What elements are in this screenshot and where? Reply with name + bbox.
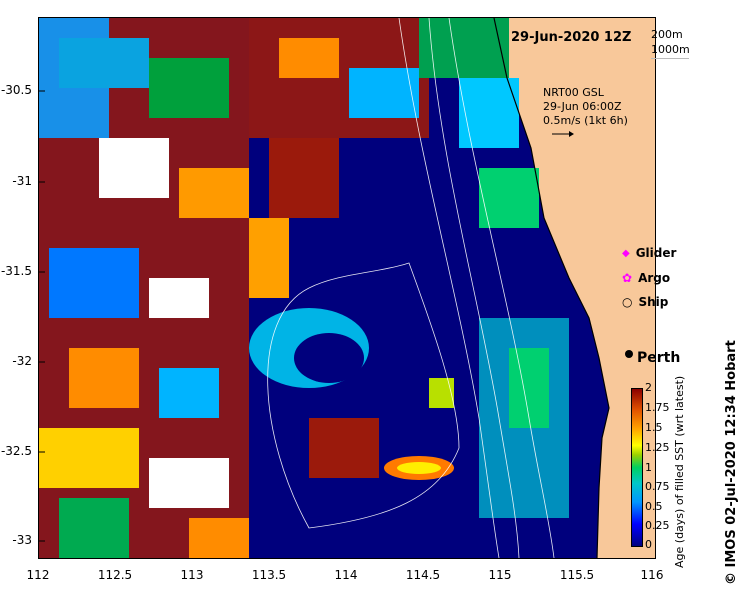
sst-patches [39,18,539,558]
xtick-label: 114 [334,568,358,582]
colorbar-tick: 0.75 [645,480,670,493]
credit-text: © IMOS 02-Jul-2020 12:34 Hobart [724,340,739,585]
ship-icon: ○ [622,295,633,309]
argo-icon: ✿ [622,271,633,285]
legend-glider: ◆ Glider [622,246,677,260]
colorbar-tick: 1.5 [645,421,663,434]
ytick-label: -32.5 [0,444,32,458]
ytick-label: -30.5 [0,83,32,97]
colorbar-title: Age (days) of filled SST (wrt latest) [673,375,686,568]
colorbar-tick: 0.25 [645,519,670,532]
colorbar-tick: 0 [645,538,652,551]
sst-map[interactable] [38,17,656,559]
xtick-label: 113.5 [251,568,287,582]
ytick-label: -31.5 [0,264,32,278]
xtick-label: 115.5 [559,568,595,582]
legend-ship: ○ Ship [622,295,669,309]
xtick-label: 115 [488,568,512,582]
vector-scale: 0.5m/s (1kt 6h) [543,114,628,127]
vector-source: NRT00 GSL [543,86,604,99]
xtick-label: 114.5 [405,568,441,582]
glider-icon: ◆ [622,247,630,259]
colorbar [631,388,643,547]
vector-scale-arrow-icon [552,131,574,137]
depth-contour-label-200m: 200m [651,28,683,41]
map-date-title: 29-Jun-2020 12Z [511,30,632,45]
colorbar-tick: 1.25 [645,441,670,454]
vector-info: NRT00 GSL 29-Jun 06:00Z 0.5m/s (1kt 6h) [543,86,628,128]
xtick-label: 112.5 [97,568,133,582]
vector-time: 29-Jun 06:00Z [543,100,622,113]
map-canvas [39,18,655,558]
depth-contours [267,18,555,558]
xtick-label: 112 [26,568,50,582]
legend-argo: ✿ Argo [622,271,671,285]
ytick-label: -32 [12,354,32,368]
ytick-label: -33 [12,533,32,547]
xtick-label: 116 [640,568,664,582]
colorbar-tick: 2 [645,381,652,394]
colorbar-tick: 1 [645,461,652,474]
colorbar-tick: 1.75 [645,401,670,414]
city-label-perth: Perth [637,350,681,366]
depth-contour-line-sample [651,58,689,59]
depth-contour-label-1000m: 1000m [651,43,690,56]
colorbar-tick: 0.5 [645,500,663,513]
perth-marker [625,350,633,358]
ytick-label: -31 [12,174,32,188]
xtick-label: 113 [180,568,204,582]
